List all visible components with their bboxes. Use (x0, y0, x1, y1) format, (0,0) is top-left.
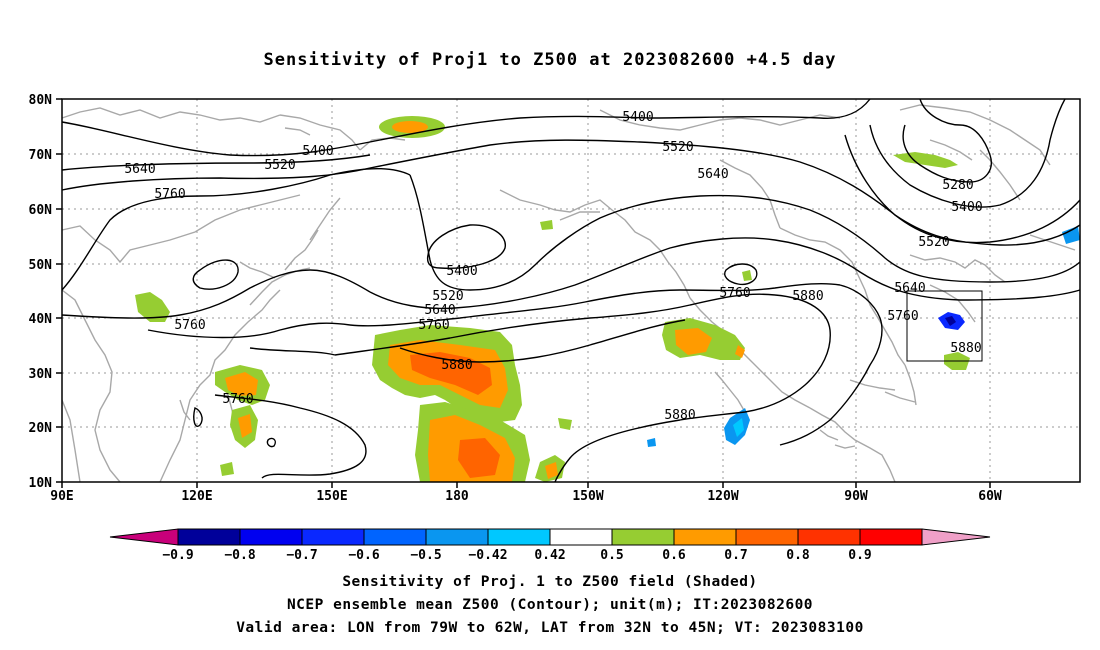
lat-label: 40N (29, 312, 53, 327)
colorbar-arrow-low (109, 528, 179, 546)
colorbar-label: 0.9 (848, 548, 871, 563)
contour-label: 5520 (662, 140, 693, 155)
colorbar-swatch (301, 528, 365, 546)
lon-label: 150E (316, 489, 347, 504)
contour-label: 5400 (622, 110, 653, 125)
colorbar-arrow-high (921, 528, 991, 546)
caption-shaded: Sensitivity of Proj. 1 to Z500 field (Sh… (342, 574, 758, 590)
contour-label: 5760 (222, 392, 253, 407)
contour-labels: 5400 5400 5520 5520 5640 5640 5760 5760 … (124, 110, 982, 423)
contour-label: 5400 (302, 144, 333, 159)
colorbar-label: −0.5 (410, 548, 441, 563)
contour-label: 5880 (441, 358, 472, 373)
colorbar-swatch (363, 528, 427, 546)
longitude-labels: 90E 120E 150E 180 150W 120W 90W 60W (50, 489, 1002, 504)
contour-label: 5520 (264, 158, 295, 173)
colorbar-swatch (735, 528, 799, 546)
colorbar-label: −0.9 (162, 548, 193, 563)
lon-label: 180 (445, 489, 469, 504)
contour-label: 5640 (894, 281, 925, 296)
contour-label: 5280 (942, 178, 973, 193)
contour-label: 5400 (951, 200, 982, 215)
colorbar-label: 0.42 (534, 548, 565, 563)
colorbar-label: 0.6 (662, 548, 686, 563)
latitude-labels: 80N 70N 60N 50N 40N 30N 20N 10N (29, 93, 53, 491)
lon-label: 90E (50, 489, 73, 504)
colorbar-label: 0.7 (724, 548, 747, 563)
lat-label: 80N (29, 93, 53, 108)
contour-label: 5880 (792, 289, 823, 304)
contour-label: 5520 (432, 289, 463, 304)
lat-label: 10N (29, 476, 53, 491)
coastlines (61, 104, 1076, 483)
contour-label: 5760 (719, 286, 750, 301)
caption-valid-area: Valid area: LON from 79W to 62W, LAT fro… (236, 620, 864, 636)
contour-label: 5640 (424, 303, 455, 318)
colorbar-swatch (859, 528, 923, 546)
colorbar (109, 528, 991, 546)
z500-contours (61, 98, 1081, 483)
valid-area-box (906, 290, 983, 362)
colorbar-swatch (549, 528, 613, 546)
colorbar-label: −0.7 (286, 548, 317, 563)
contour-label: 5640 (697, 167, 728, 182)
colorbar-label: −0.6 (348, 548, 379, 563)
contour-label: 5760 (418, 318, 449, 333)
lon-label: 120E (181, 489, 212, 504)
colorbar-swatch (239, 528, 303, 546)
contour-label: 5760 (174, 318, 205, 333)
sensitivity-shading (135, 116, 1080, 482)
contour-label: 5760 (887, 309, 918, 324)
colorbar-swatch (425, 528, 489, 546)
lon-label: 60W (978, 489, 1002, 504)
contour-label: 5400 (446, 264, 477, 279)
contour-label: 5640 (124, 162, 155, 177)
colorbar-swatch (673, 528, 737, 546)
lat-label: 20N (29, 421, 53, 436)
colorbar-label: 0.5 (600, 548, 623, 563)
lat-label: 60N (29, 203, 53, 218)
axis-ticks (56, 98, 991, 488)
colorbar-label: −0.42 (468, 548, 507, 563)
map-title: Sensitivity of Proj1 to Z500 at 20230826… (263, 50, 837, 70)
lon-label: 150W (572, 489, 603, 504)
colorbar-swatch (611, 528, 675, 546)
colorbar-label: 0.8 (786, 548, 810, 563)
colorbar-labels: −0.9 −0.8 −0.7 −0.6 −0.5 −0.42 0.42 0.5 0.6 0.7 0.… (162, 548, 871, 563)
colorbar-swatch (177, 528, 241, 546)
contour-label: 5760 (154, 187, 185, 202)
caption-contour: NCEP ensemble mean Z500 (Contour); unit(… (286, 597, 814, 613)
lon-label: 120W (707, 489, 738, 504)
lon-label: 90W (844, 489, 868, 504)
colorbar-swatch (487, 528, 551, 546)
lat-label: 30N (29, 367, 53, 382)
contour-label: 5880 (664, 408, 695, 423)
map-frame (61, 98, 1081, 483)
lat-label: 50N (29, 258, 53, 273)
contour-label: 5880 (950, 341, 981, 356)
colorbar-label: −0.8 (224, 548, 255, 563)
colorbar-swatch (797, 528, 861, 546)
contour-label: 5520 (918, 235, 949, 250)
lat-label: 70N (29, 148, 53, 163)
